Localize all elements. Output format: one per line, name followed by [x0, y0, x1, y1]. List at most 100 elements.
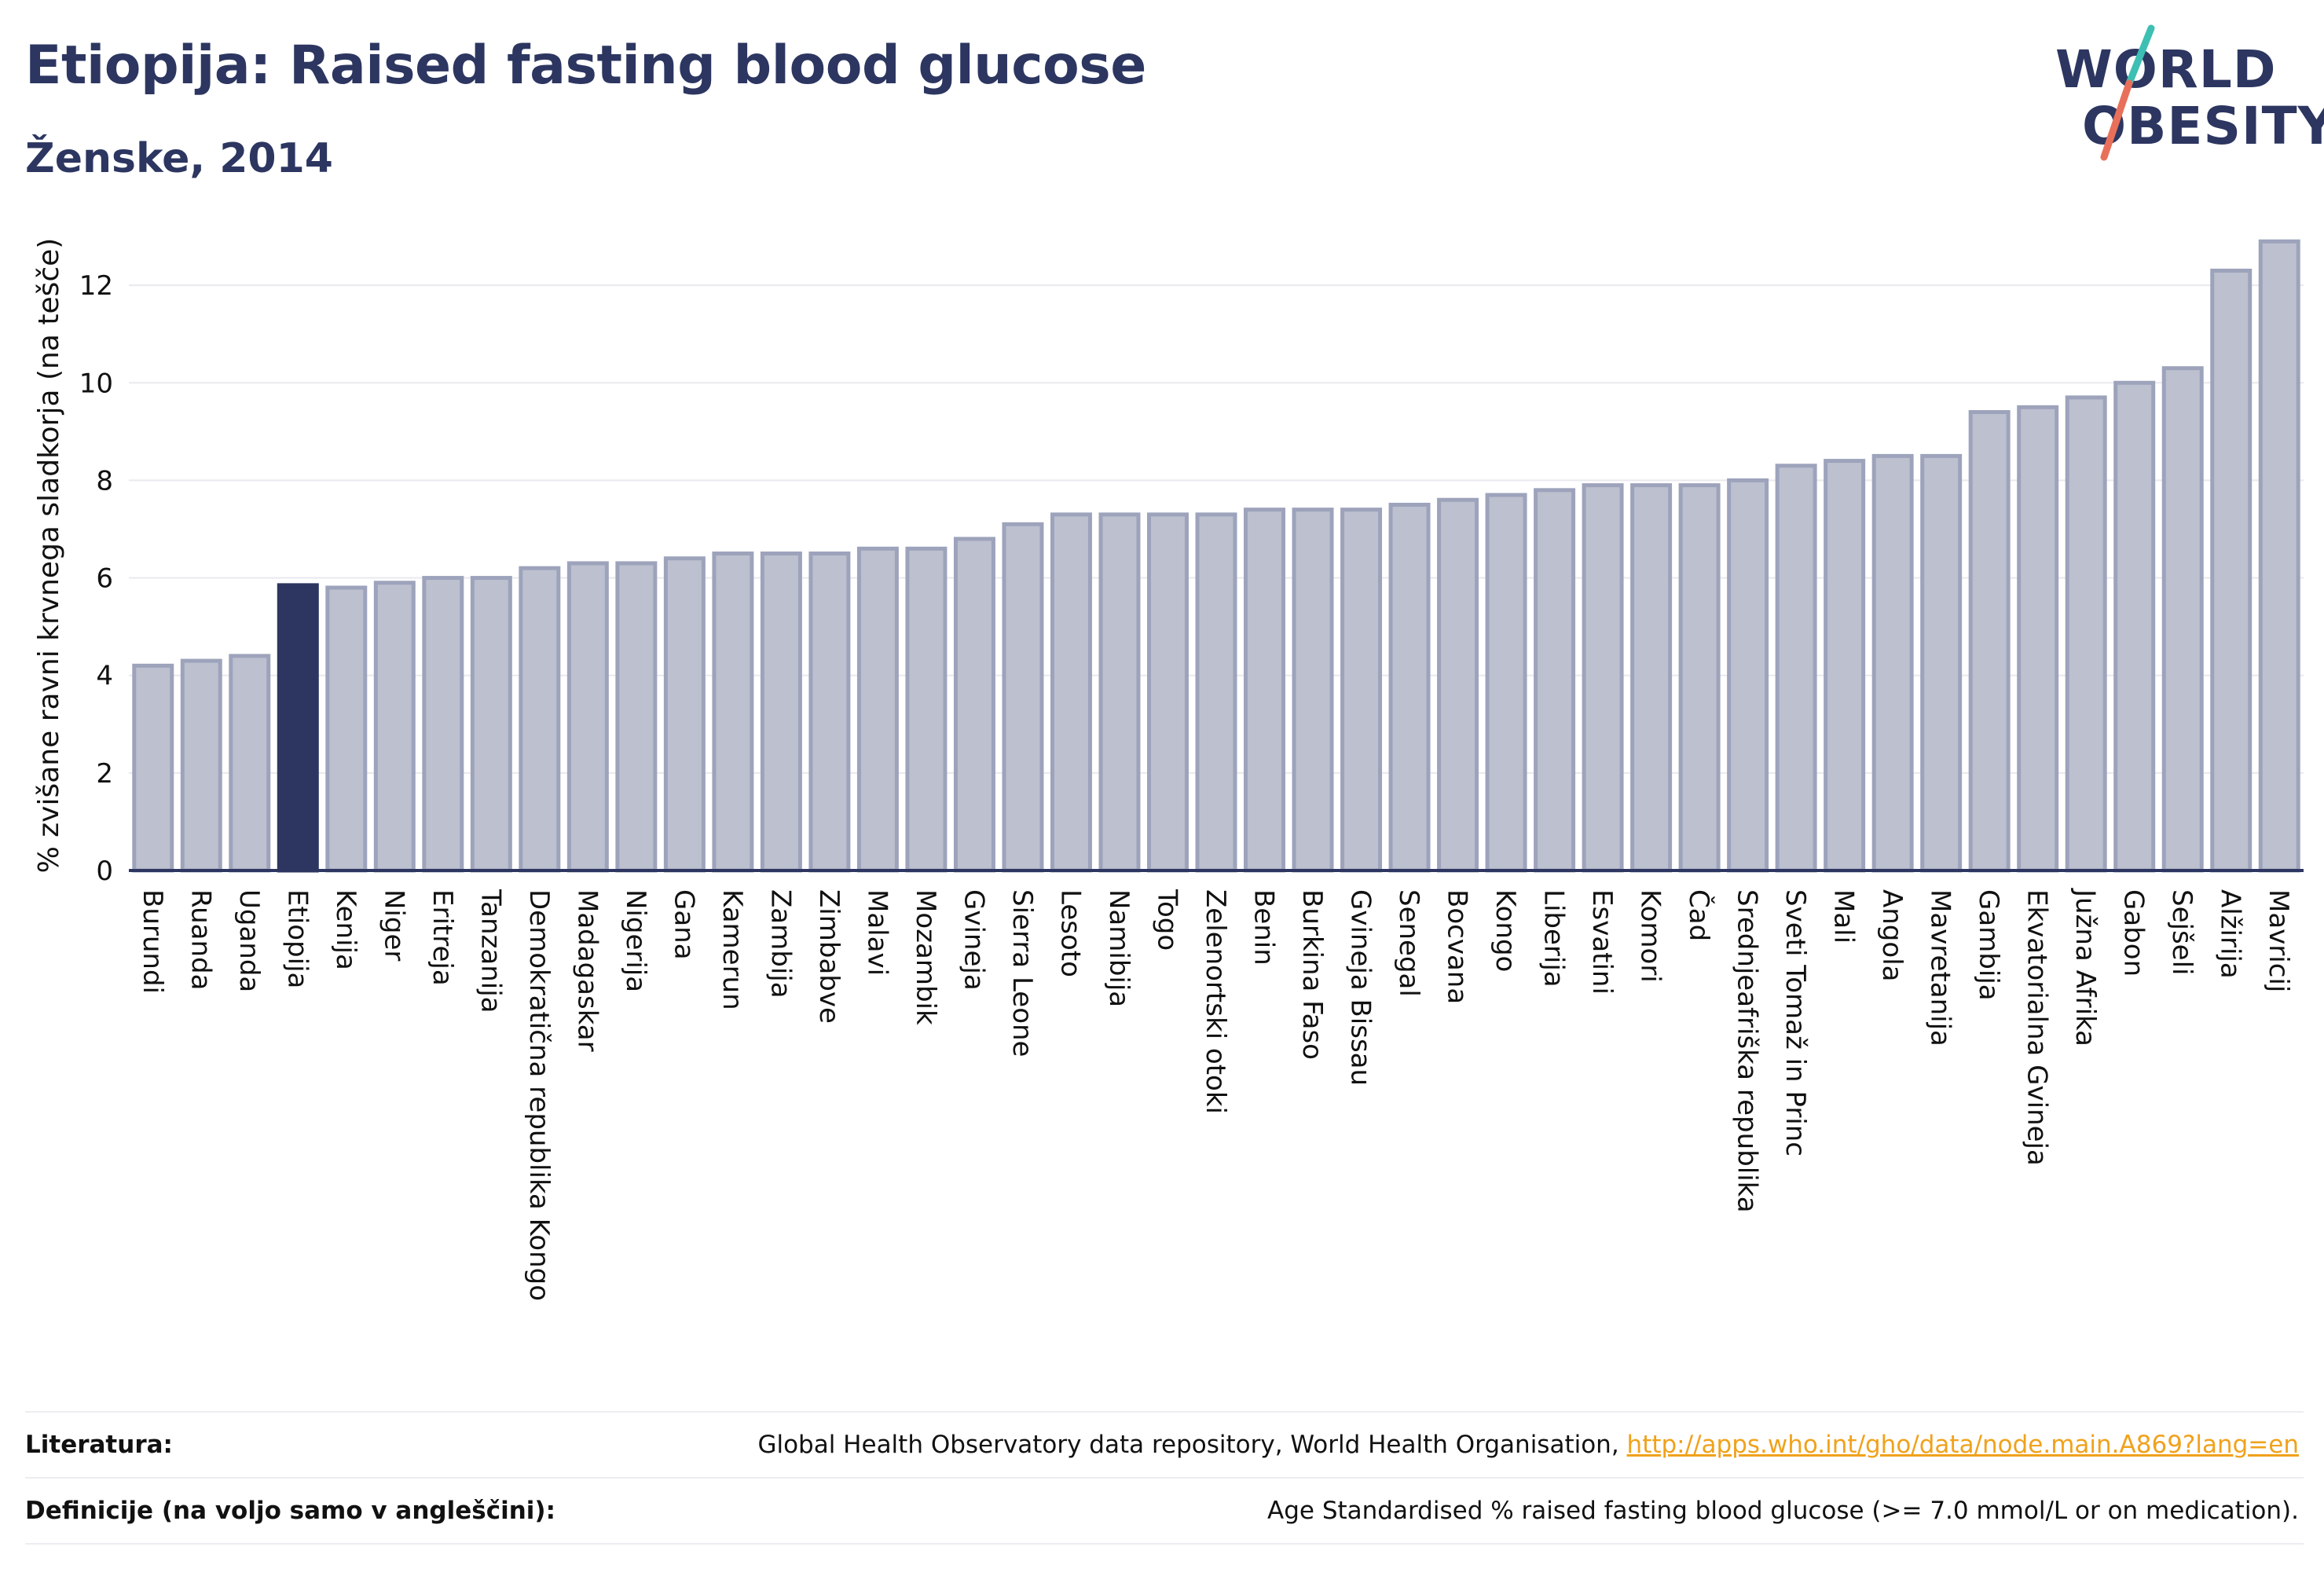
x-tick-label: Niger	[378, 889, 409, 961]
footer-divider-top	[25, 1411, 2304, 1413]
bar	[1968, 410, 2011, 873]
bar	[2258, 239, 2300, 873]
logo-slash-icon	[2100, 24, 2155, 161]
bar	[1340, 508, 1383, 873]
bar	[953, 537, 995, 873]
bar	[1292, 508, 1334, 873]
footer-sources-row: Literatura: Global Health Observatory da…	[25, 1417, 2299, 1472]
y-tick-label: 4	[96, 661, 113, 692]
bar	[905, 546, 948, 873]
x-tick-label: Eritreja	[427, 889, 458, 986]
logo-line-1: WORLD	[2055, 39, 2277, 100]
bar	[566, 561, 609, 873]
footer-definition-label: Definicije (na voljo samo v angleščini):	[25, 1497, 555, 1525]
x-tick-label: Benin	[1248, 889, 1280, 966]
x-tick-label: Esvatini	[1586, 889, 1618, 995]
x-tick-label: Namibija	[1103, 889, 1135, 1007]
bar	[1678, 483, 1721, 873]
bar	[132, 663, 174, 873]
bar	[2017, 405, 2059, 873]
bar	[1630, 483, 1673, 873]
bar	[1437, 497, 1479, 873]
x-tick-label: Gambija	[1973, 889, 2004, 1001]
footer-divider-middle	[25, 1477, 2304, 1479]
x-tick-label: Burundi	[137, 889, 168, 994]
x-tick-label: Zelenortski otoki	[1200, 889, 1231, 1114]
bar	[1485, 493, 1527, 873]
x-tick-label: Bocvana	[1442, 889, 1473, 1004]
bar	[1050, 512, 1092, 873]
x-tick-label: Čad	[1683, 889, 1715, 941]
bar	[2113, 380, 2156, 873]
x-tick-label: Gana	[668, 889, 699, 960]
bar	[180, 658, 222, 873]
x-tick-label: Demokratična republika Kongo	[523, 889, 555, 1301]
x-tick-label: Zambija	[764, 889, 796, 999]
y-tick-label: 12	[79, 270, 113, 302]
x-tick-label: Nigerija	[620, 889, 651, 992]
x-tick-label: Mozambik	[910, 889, 941, 1025]
chart-title: Etiopija: Raised fasting blood glucose	[25, 35, 1146, 97]
x-tick-label: Srednjeafriška republika	[1732, 889, 1763, 1213]
y-tick-label: 0	[96, 856, 113, 887]
footer-sources-text: Global Health Observatory data repositor…	[757, 1431, 1627, 1459]
world-obesity-logo: WORLD OBESITY	[2051, 24, 2324, 165]
bar	[1871, 453, 1914, 873]
x-tick-label: Alžirija	[2215, 889, 2246, 979]
x-tick-label: Uganda	[233, 889, 265, 992]
footer-divider-bottom	[25, 1543, 2304, 1545]
footer-definition-row: Definicije (na voljo samo v angleščini):…	[25, 1483, 2299, 1538]
x-tick-label: Kongo	[1490, 889, 1521, 972]
bar	[663, 556, 706, 873]
bar	[856, 546, 899, 873]
x-tick-label: Lesoto	[1054, 889, 1086, 977]
x-tick-label: Gvineja Bissau	[1345, 889, 1376, 1086]
bar	[1388, 502, 1431, 873]
x-tick-label: Gabon	[2118, 889, 2150, 977]
y-axis-label: % zvišane ravni krvnega sladkorja (na te…	[33, 238, 65, 874]
x-tick-label: Angola	[1876, 889, 1908, 981]
x-tick-label: Južna Afrika	[2069, 888, 2101, 1046]
bar	[1920, 453, 1963, 873]
bar	[760, 552, 802, 873]
footer-definition-text: Age Standardised % raised fasting blood …	[1267, 1497, 2299, 1525]
bar	[229, 654, 271, 873]
x-tick-label: Malavi	[861, 889, 893, 976]
x-tick-label: Mavricij	[2263, 889, 2294, 992]
bar	[422, 576, 464, 873]
x-tick-label: Sierra Leone	[1006, 889, 1038, 1057]
bar	[1824, 459, 1866, 873]
x-tick-label: Komori	[1635, 889, 1666, 983]
x-tick-label: Ekvatorialna Gvineja	[2022, 889, 2053, 1166]
x-tick-label: Gvineja	[958, 889, 989, 991]
bar	[1002, 522, 1044, 873]
x-tick-label: Zimbabve	[813, 889, 845, 1024]
bar	[712, 552, 754, 873]
footer-sources-link[interactable]: http://apps.who.int/gho/data/node.main.A…	[1626, 1431, 2299, 1459]
bar	[1244, 508, 1286, 873]
x-tick-label: Tanzanija	[475, 889, 506, 1013]
x-tick-label: Etiopija	[281, 889, 313, 988]
x-tick-label: Madagaskar	[571, 889, 603, 1052]
y-tick-label: 10	[79, 368, 113, 399]
bar-chart: 0 2 4 6 8 10 12 % zvišane ravni krvnega sladkor…	[33, 238, 2304, 1301]
bar	[1195, 512, 1237, 873]
bar	[1775, 464, 1817, 873]
bar	[808, 552, 851, 873]
x-tick-label: Mavretanija	[1925, 889, 1956, 1046]
x-tick-label: Ruanda	[185, 889, 216, 990]
x-tick-label: Mali	[1828, 889, 1860, 944]
y-tick-label: 2	[96, 758, 113, 790]
chart-subtitle: Ženske, 2014	[25, 135, 333, 182]
bar	[373, 581, 416, 873]
bar	[325, 585, 368, 873]
x-tick-label: Burkina Faso	[1296, 889, 1328, 1060]
bar	[1098, 512, 1141, 873]
bar	[2161, 366, 2204, 873]
bar	[615, 561, 658, 873]
footer-sources-value: Global Health Observatory data repositor…	[757, 1431, 2299, 1459]
x-tick-label: Sejšeli	[2166, 889, 2198, 975]
bar	[1727, 478, 1769, 873]
x-tick-label: Kamerun	[717, 889, 748, 1010]
y-tick-label: 6	[96, 563, 113, 595]
